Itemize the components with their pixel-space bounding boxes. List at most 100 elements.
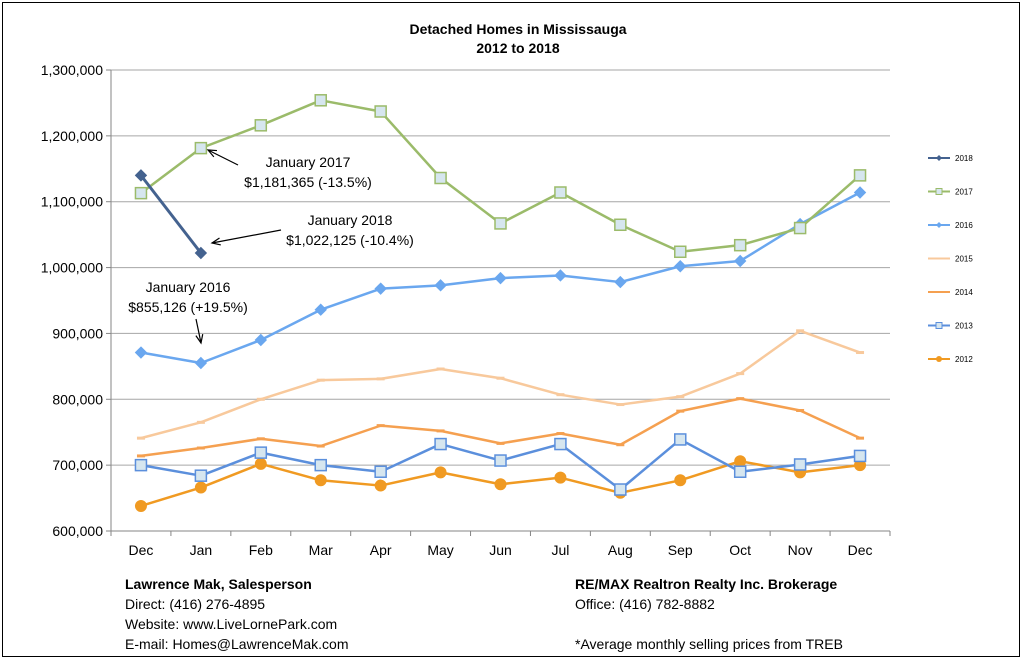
series-2013-point (614, 483, 627, 496)
series-2016-point (853, 186, 867, 199)
legend-marker-2013 (935, 322, 943, 329)
legend-label-2013: 2013 (955, 322, 973, 331)
series-2013-point (314, 458, 327, 472)
series-2016-point (374, 282, 387, 295)
y-tick-label: 800,000 (52, 391, 103, 407)
annotation-january-2017: January 2017 $1,181,365 (-13.5%) (238, 152, 378, 192)
series-2013-point (254, 446, 268, 459)
series-2013-point (434, 437, 447, 451)
x-tick-label: Dec (129, 542, 154, 558)
x-tick-label: May (427, 542, 453, 558)
series-2016-point (733, 254, 747, 268)
y-tick-label: 900,000 (52, 325, 103, 341)
series-2016-point (134, 346, 148, 359)
annotation-2018-line1: January 2018 (307, 212, 393, 228)
series-2012-point (194, 481, 207, 494)
arrow-january-2016-head (195, 334, 204, 345)
y-tick-label: 1,300,000 (41, 62, 103, 78)
series-2015-line (140, 329, 861, 440)
series-2012-point (494, 478, 507, 491)
arrow-january-2017-head (206, 149, 218, 158)
x-tick-label: Apr (370, 542, 392, 558)
series-2016-point (494, 271, 507, 285)
series-2016-point (674, 260, 687, 273)
y-tick-label: 1,100,000 (41, 194, 103, 210)
annotation-2016-line2: $855,126 (+19.5%) (128, 299, 248, 315)
agent-website: Website: www.LiveLornePark.com (125, 616, 338, 632)
y-tick-label: 1,000,000 (41, 260, 103, 276)
brokerage-name: RE/MAX Realtron Realty Inc. Brokerage (575, 576, 838, 592)
x-tick-label: Jan (190, 542, 213, 558)
series-2013-point (374, 465, 387, 478)
series-2016-point (434, 279, 447, 292)
legend-marker-2018 (936, 155, 942, 161)
series-2017-point (554, 186, 567, 199)
series-2016-point (194, 356, 208, 370)
series-2017-point (194, 141, 208, 155)
legend-label-2014: 2014 (955, 288, 973, 297)
series-2016-point (554, 269, 567, 282)
series-2017-point (853, 169, 867, 182)
annotation-2018-line2: $1,022,125 (-10.4%) (286, 232, 414, 248)
data-source-note: *Average monthly selling prices from TRE… (575, 636, 843, 652)
series-2013-point (494, 454, 507, 467)
annotation-january-2018: January 2018 $1,022,125 (-10.4%) (275, 210, 425, 250)
arrow-january-2016 (195, 318, 202, 344)
legend-marker-2016 (936, 222, 942, 228)
series-2018-point (134, 169, 148, 182)
legend-label-2018: 2018 (955, 154, 973, 163)
legend-label-2017: 2017 (955, 188, 973, 197)
series-2018-line (139, 174, 203, 254)
series-2017-point (793, 221, 807, 235)
footer-spacer (575, 614, 843, 634)
legend-label-2016: 2016 (955, 221, 973, 230)
series-2017-point (434, 171, 447, 185)
x-tick-label: Nov (788, 542, 813, 558)
series-2016-point (254, 333, 268, 347)
series-2013-point (733, 465, 747, 478)
series-2017-point (733, 238, 747, 252)
series-2012-point (434, 466, 447, 479)
series-2016-point (614, 275, 627, 289)
x-tick-label: Dec (848, 542, 873, 558)
series-2013-point (853, 449, 867, 463)
series-2017-point (254, 119, 268, 132)
agent-contact-block: Lawrence Mak, Salesperson Direct: (416) … (125, 574, 349, 654)
series-2012-point (374, 479, 387, 492)
x-tick-label: Feb (249, 542, 273, 558)
arrow-january-2018-head (210, 237, 221, 246)
legend-marker-2012 (936, 356, 942, 362)
series-2013-point (674, 433, 687, 446)
annotation-2016-line1: January 2016 (145, 279, 231, 295)
y-tick-label: 600,000 (52, 523, 103, 539)
annotation-2017-line2: $1,181,365 (-13.5%) (244, 174, 372, 190)
series-2012-point (674, 474, 687, 487)
x-tick-label: Jun (489, 542, 512, 558)
series-2016-point (314, 303, 327, 316)
agent-direct-phone: Direct: (416) 276-4895 (125, 596, 266, 612)
y-tick-label: 700,000 (52, 457, 103, 473)
brokerage-office-phone: Office: (416) 782-8882 (575, 596, 715, 612)
annotation-2017-line1: January 2017 (265, 154, 351, 170)
series-2017-point (494, 217, 507, 230)
series-2012-point (554, 471, 567, 484)
legend-label-2015: 2015 (955, 255, 973, 264)
x-tick-label: Jul (551, 542, 569, 558)
brokerage-block: RE/MAX Realtron Realty Inc. Brokerage Of… (575, 574, 843, 654)
series-2012-point (134, 499, 147, 512)
series-2012-point (314, 474, 327, 487)
series-2017-point (314, 94, 327, 107)
series-2017-point (374, 105, 387, 118)
arrow-january-2018 (211, 229, 282, 244)
series-2012-point (254, 457, 267, 470)
series-2017-point (614, 218, 627, 232)
series-2014-line (140, 397, 861, 458)
x-tick-label: Oct (729, 542, 751, 558)
series-2017-point (134, 186, 148, 200)
series-2017-point (674, 245, 687, 259)
series-2013-point (793, 458, 807, 471)
series-2013-point (194, 469, 208, 482)
annotation-january-2016: January 2016 $855,126 (+19.5%) (118, 277, 258, 317)
